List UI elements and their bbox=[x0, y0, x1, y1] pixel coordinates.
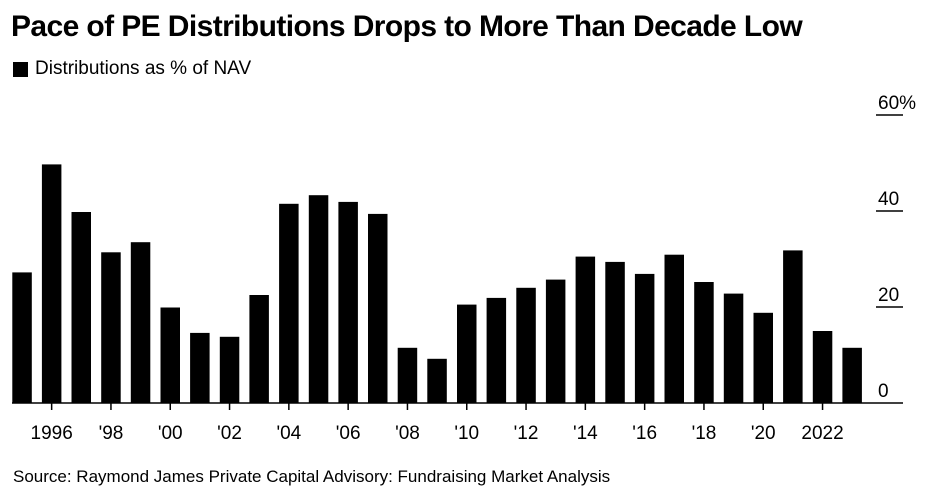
bar-2012 bbox=[516, 287, 536, 403]
x-tick-label-2018: '18 bbox=[692, 423, 717, 444]
bar-2006 bbox=[338, 201, 358, 403]
x-tick-label-2014: '14 bbox=[573, 423, 598, 444]
x-tick-label-2012: '12 bbox=[514, 423, 539, 444]
bars-group bbox=[12, 164, 862, 403]
bar-2023 bbox=[842, 347, 862, 403]
bar-2020 bbox=[753, 312, 773, 403]
bar-2013 bbox=[545, 279, 566, 403]
x-tick-label-2022: 2022 bbox=[801, 423, 843, 444]
bar-2002 bbox=[219, 336, 240, 403]
bar-1997 bbox=[71, 212, 91, 403]
x-tick-label-2004: '04 bbox=[276, 423, 301, 444]
bar-1996 bbox=[41, 164, 62, 403]
legend: Distributions as % of NAV bbox=[13, 58, 251, 80]
source-note: Source: Raymond James Private Capital Ad… bbox=[13, 467, 611, 486]
bar-2009 bbox=[427, 358, 447, 403]
bar-2001 bbox=[190, 332, 210, 403]
x-ticks-group: 1996 '98 '00 '02 '04 '06 '08 '10 '12 '14 '16 '18 '20… bbox=[31, 403, 844, 444]
x-tick-label-2016: '16 bbox=[632, 423, 657, 444]
y-ticks-group: 0 20 40 60% bbox=[876, 93, 916, 402]
bar-2016 bbox=[634, 273, 655, 403]
bar-2021 bbox=[783, 250, 803, 403]
y-tick-label-60: 60% bbox=[878, 93, 916, 114]
bar-1998 bbox=[101, 252, 121, 403]
x-tick-label-1996: 1996 bbox=[31, 423, 73, 444]
bar-2011 bbox=[486, 297, 507, 403]
x-tick-label-2010: '10 bbox=[454, 423, 479, 444]
legend-label: Distributions as % of NAV bbox=[35, 58, 252, 79]
bar-2010 bbox=[457, 304, 477, 403]
y-tick-label-0: 0 bbox=[878, 381, 889, 402]
x-tick-label-2006: '06 bbox=[336, 423, 361, 444]
bar-1999 bbox=[130, 242, 151, 403]
x-tick-label-2000: '00 bbox=[158, 423, 183, 444]
bar-2018 bbox=[694, 282, 714, 403]
x-tick-label-2002: '02 bbox=[217, 423, 242, 444]
bar-2019 bbox=[723, 293, 744, 403]
bar-2015 bbox=[605, 261, 625, 403]
bar-1995 bbox=[12, 272, 32, 403]
bar-2004 bbox=[279, 203, 299, 403]
x-tick-label-2008: '08 bbox=[395, 423, 420, 444]
bar-2014 bbox=[575, 256, 596, 403]
chart-title: Pace of PE Distributions Drops to More T… bbox=[11, 10, 803, 43]
bar-2000 bbox=[160, 307, 180, 403]
bar-2007 bbox=[368, 213, 388, 403]
bar-2005 bbox=[308, 195, 329, 403]
legend-swatch bbox=[13, 61, 28, 77]
x-tick-label-2020: '20 bbox=[751, 423, 776, 444]
y-tick-label-20: 20 bbox=[878, 285, 899, 306]
x-tick-label-1998: '98 bbox=[99, 423, 124, 444]
bar-2017 bbox=[664, 254, 684, 403]
bar-2022 bbox=[812, 331, 833, 403]
bar-2008 bbox=[397, 347, 418, 403]
bar-2003 bbox=[249, 295, 269, 403]
y-tick-label-40: 40 bbox=[878, 189, 899, 210]
